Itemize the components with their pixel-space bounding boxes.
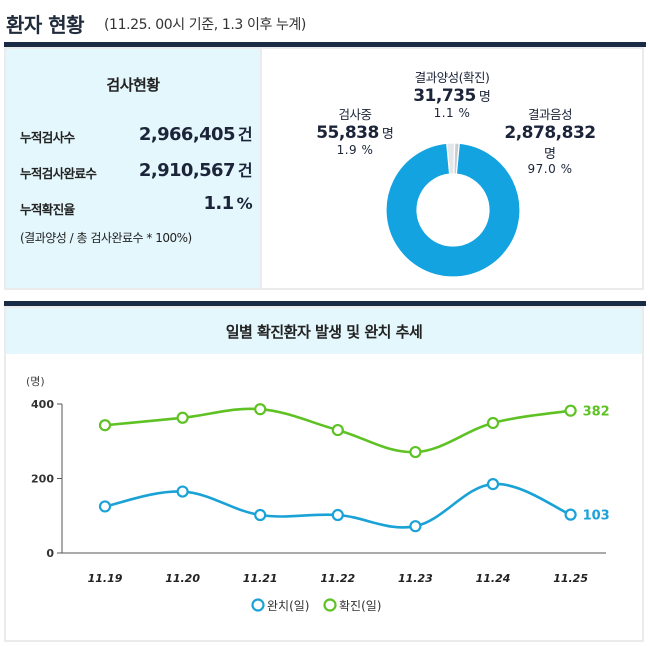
legend-label: 완치(일) bbox=[267, 599, 309, 613]
x-tick-label: 11.23 bbox=[398, 572, 433, 585]
header-divider bbox=[4, 42, 646, 47]
page-subtitle: (11.25. 00시 기준, 1.3 이후 누계) bbox=[104, 17, 306, 33]
data-point bbox=[409, 520, 422, 533]
chart-divider bbox=[4, 301, 646, 306]
test-status-title: 검사현황 bbox=[106, 76, 160, 94]
test-rate-note: (결과양성 / 총 검사완료수 * 100%) bbox=[20, 231, 192, 245]
data-point bbox=[176, 411, 189, 424]
data-point bbox=[331, 423, 344, 437]
legend-marker bbox=[323, 598, 337, 612]
chart-title: 일별 확진환자 발생 및 완치 추세 bbox=[225, 323, 423, 341]
page-header: 환자 현황 (11.25. 00시 기준, 1.3 이후 누계) bbox=[0, 0, 650, 48]
page-title: 환자 현황 bbox=[6, 13, 85, 37]
donut-label-negative: 결과음성 2,878,832 명 97.0 % bbox=[504, 107, 596, 176]
data-point bbox=[331, 508, 344, 522]
y-axis-label: (명) bbox=[26, 375, 45, 388]
y-tick-label: 200 bbox=[31, 473, 54, 486]
y-tick-label: 0 bbox=[46, 547, 54, 560]
test-row-label: 누적검사수 bbox=[20, 130, 75, 145]
test-row-value: 2,966,405 건 bbox=[138, 124, 253, 145]
x-tick-label: 11.21 bbox=[243, 572, 278, 585]
y-tick-label: 400 bbox=[31, 398, 54, 411]
x-tick-label: 11.24 bbox=[476, 572, 511, 585]
legend-label: 확진(일) bbox=[339, 599, 381, 613]
data-point bbox=[564, 404, 577, 417]
data-point bbox=[486, 477, 500, 491]
end-value-label: 382 bbox=[583, 405, 610, 420]
data-point bbox=[564, 508, 577, 521]
x-tick-label: 11.25 bbox=[553, 572, 588, 585]
data-point bbox=[98, 500, 112, 513]
data-point bbox=[409, 445, 422, 459]
legend-marker bbox=[251, 598, 265, 612]
data-point bbox=[486, 416, 500, 430]
x-tick-label: 11.22 bbox=[320, 572, 355, 585]
data-point bbox=[254, 508, 267, 522]
chart-title-bar bbox=[6, 308, 642, 354]
donut-label-testing: 검사중 55,838 명 1.9 % bbox=[316, 107, 394, 157]
test-row-label: 누적검사완료수 bbox=[20, 166, 97, 181]
donut-label-positive: 결과양성(확진) 31,735 명 1.1 % bbox=[413, 70, 491, 120]
test-row-completed: 누적검사완료수 2,910,567 건 bbox=[20, 157, 253, 181]
test-row-positive-rate: 누적확진율 1.1% bbox=[20, 193, 253, 217]
test-row-total: 누적검사수 2,966,405 건 bbox=[20, 121, 253, 145]
test-row-value: 1.1% bbox=[203, 193, 252, 214]
test-row-value: 2,910,567 건 bbox=[138, 160, 253, 181]
end-value-label: 103 bbox=[583, 509, 610, 524]
x-tick-label: 11.19 bbox=[88, 572, 123, 585]
data-point bbox=[254, 403, 267, 416]
data-point bbox=[98, 419, 112, 432]
data-point bbox=[176, 485, 189, 498]
test-row-label: 누적확진율 bbox=[20, 202, 75, 217]
x-tick-label: 11.20 bbox=[165, 572, 200, 585]
test-status-box bbox=[6, 49, 260, 288]
